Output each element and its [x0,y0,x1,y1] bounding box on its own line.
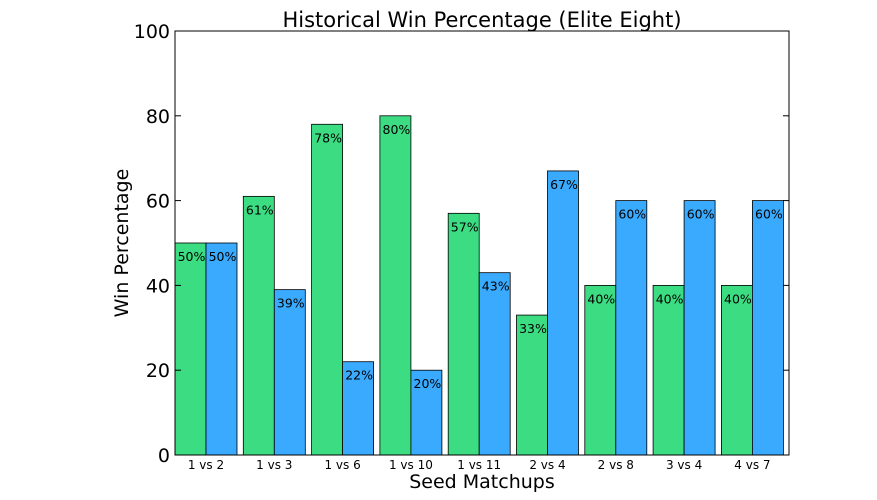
x-tick-label: 1 vs 10 [389,458,433,472]
bar-right-1-vs-11 [478,272,511,456]
bar-right-1-vs-3 [273,289,306,456]
plot-frame [174,30,790,456]
bar-left-4-vs-7 [721,284,753,456]
x-tick-label: 1 vs 11 [457,458,501,472]
bar-right-1-vs-6 [342,361,375,456]
bar-left-2-vs-4 [516,314,548,456]
data-label: 33% [519,321,547,336]
data-label: 67% [550,177,578,192]
ticks-layer [175,30,789,456]
data-label: 20% [414,376,442,391]
data-label: 57% [451,219,479,234]
data-label: 22% [345,368,373,383]
data-label: 39% [277,296,305,311]
data-label: 78% [314,130,342,145]
y-tick-label: 0 [158,445,170,467]
y-tick-label: 100 [134,21,170,43]
bar-left-1-vs-11 [447,212,480,456]
data-label: 60% [618,207,646,222]
data-label: 80% [383,122,411,137]
bar-right-4-vs-7 [752,200,784,456]
data-label: 40% [587,291,615,306]
y-tick-label: 80 [146,106,170,128]
bar-left-2-vs-8 [584,284,617,456]
bar-right-2-vs-4 [547,170,579,456]
data-label: 50% [209,249,237,264]
bar-left-1-vs-3 [242,195,275,456]
bars-layer [174,115,784,456]
bar-right-3-vs-4 [683,200,716,456]
x-tick-label: 1 vs 2 [188,458,224,472]
bar-left-1-vs-2 [174,242,207,456]
chart-title: Historical Win Percentage (Elite Eight) [282,8,681,32]
bar-right-1-vs-10 [410,369,443,456]
labels-layer: 50% 50% 1 vs 2 61% 39% 1 vs 3 78% 22% 1 vs 6 80% 2… [134,21,783,472]
x-tick-label: 4 vs 7 [734,458,770,472]
bar-left-1-vs-10 [379,115,412,456]
x-tick-label: 1 vs 6 [324,458,360,472]
data-label: 40% [656,291,684,306]
y-axis-label: Win Percentage [111,169,133,318]
y-tick-label: 60 [146,191,170,213]
y-tick-label: 40 [146,275,170,297]
data-label: 60% [755,207,783,222]
x-axis-label: Seed Matchups [409,471,555,493]
y-tick-label: 20 [146,360,170,382]
x-tick-label: 1 vs 3 [256,458,292,472]
data-label: 61% [246,202,274,217]
x-tick-label: 2 vs 4 [529,458,565,472]
data-label: 50% [178,249,206,264]
bar-left-3-vs-4 [652,284,685,456]
bar-right-1-vs-2 [205,242,238,456]
data-label: 43% [482,279,510,294]
bar-left-1-vs-6 [311,123,344,456]
bar-right-2-vs-8 [615,200,648,456]
data-label: 40% [724,291,752,306]
x-tick-label: 3 vs 4 [666,458,702,472]
data-label: 60% [687,207,715,222]
x-tick-label: 2 vs 8 [598,458,634,472]
